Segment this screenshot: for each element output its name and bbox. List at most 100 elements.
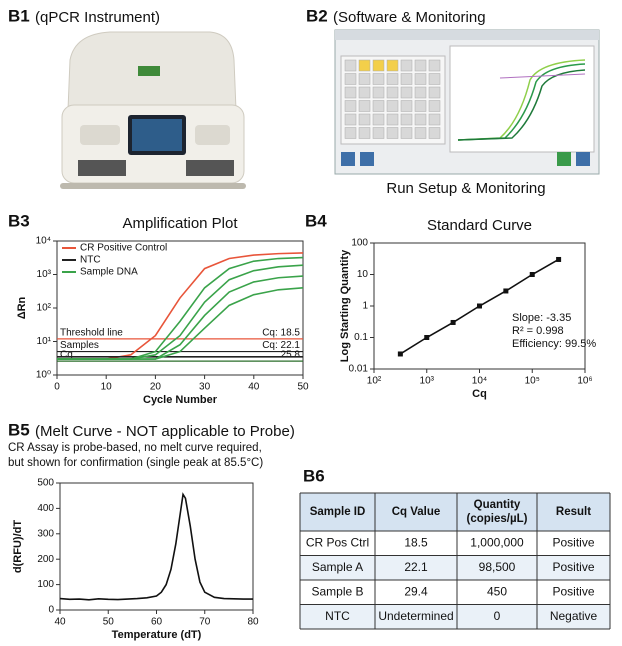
y-tick-label: 10¹ bbox=[37, 336, 52, 347]
plate-well bbox=[372, 73, 385, 85]
plate-well bbox=[358, 113, 371, 126]
table-cell: Positive bbox=[552, 584, 594, 598]
panel-label: B4 bbox=[305, 211, 327, 230]
annotation: R² = 0.998 bbox=[512, 325, 564, 337]
instrument-image bbox=[60, 31, 246, 189]
table-cell: 1,000,000 bbox=[470, 535, 524, 549]
y-tick-label: 0.1 bbox=[354, 332, 368, 343]
plate-well bbox=[358, 86, 371, 99]
panel-label: B3 bbox=[8, 211, 30, 230]
plate-well bbox=[344, 73, 357, 85]
table-cell: Undetermined bbox=[378, 609, 453, 623]
reference-value: Cq: 22.1 bbox=[262, 340, 300, 351]
panel-note: CR Assay is probe-based, no melt curve r… bbox=[8, 442, 262, 454]
table-cell: Sample B bbox=[311, 584, 363, 598]
x-tick-label: 0 bbox=[54, 382, 60, 393]
chart-title: Amplification Plot bbox=[122, 215, 238, 232]
data-point bbox=[397, 351, 403, 357]
panel-title: (Melt Curve - NOT applicable to Probe) bbox=[35, 423, 295, 440]
plate-well bbox=[400, 86, 413, 99]
annotation: Slope: -3.35 bbox=[512, 312, 571, 324]
panel-label: B1 bbox=[8, 6, 30, 25]
y-tick-label: 10² bbox=[37, 303, 52, 314]
reference-label: Threshold line bbox=[60, 327, 123, 338]
table-cell: 22.1 bbox=[404, 560, 428, 574]
plate-well bbox=[344, 113, 357, 126]
x-tick-label: 20 bbox=[150, 382, 162, 393]
panel-title: (qPCR Instrument) bbox=[35, 9, 160, 26]
legend-label: Sample DNA bbox=[80, 267, 138, 278]
plate-well bbox=[372, 86, 385, 99]
plate-well bbox=[386, 100, 399, 112]
y-axis-label: d(RFU)/dT bbox=[12, 520, 24, 573]
plate-well bbox=[400, 113, 413, 126]
data-point bbox=[424, 335, 430, 340]
y-tick-label: 10³ bbox=[37, 269, 52, 280]
table-cell: NTC bbox=[325, 609, 350, 623]
plate-well bbox=[428, 113, 441, 126]
plate-well bbox=[344, 127, 357, 139]
table-row-bg bbox=[300, 604, 610, 629]
data-point bbox=[503, 288, 509, 294]
reference-label: Cq bbox=[60, 350, 73, 361]
plot-frame bbox=[59, 482, 254, 611]
table-header: Cq Value bbox=[392, 506, 441, 518]
x-axis-label: Cq bbox=[472, 388, 487, 400]
plate-well bbox=[428, 127, 441, 139]
table-header: Sample ID bbox=[310, 506, 366, 518]
x-tick-label: 70 bbox=[199, 617, 211, 628]
x-tick-label: 10² bbox=[367, 376, 382, 387]
plate-well bbox=[372, 113, 385, 126]
x-axis-label: Temperature (dT) bbox=[112, 629, 202, 641]
software-screenshot bbox=[334, 29, 600, 175]
y-axis-label: Log Starting Quantity bbox=[339, 249, 351, 362]
plate-well bbox=[400, 73, 413, 85]
plate-well bbox=[414, 113, 427, 126]
y-tick-label: 10⁰ bbox=[36, 370, 51, 381]
plate-well bbox=[344, 86, 357, 99]
y-tick-label: 10 bbox=[357, 269, 369, 280]
table-cell: CR Pos Ctrl bbox=[306, 535, 369, 549]
y-tick-label: 500 bbox=[37, 478, 54, 489]
data-line bbox=[57, 287, 304, 360]
table-header: Result bbox=[556, 506, 591, 518]
panel-caption: Run Setup & Monitoring bbox=[386, 180, 545, 197]
table-cell: Positive bbox=[552, 560, 594, 574]
x-tick-label: 80 bbox=[247, 617, 259, 628]
x-axis-label: Cycle Number bbox=[143, 394, 218, 406]
plate-well bbox=[414, 127, 427, 139]
plate-well bbox=[428, 73, 441, 85]
annotation: Efficiency: 99.5% bbox=[512, 338, 596, 350]
table-cell: Negative bbox=[550, 609, 598, 623]
table-cell: 450 bbox=[487, 584, 507, 598]
plate-well bbox=[400, 127, 413, 139]
table-row-bg bbox=[300, 555, 610, 580]
table-cell: 0 bbox=[494, 609, 501, 623]
panel-label: B6 bbox=[303, 466, 325, 485]
plate-well bbox=[372, 59, 385, 72]
plate-well bbox=[358, 59, 371, 72]
plate-well bbox=[344, 59, 357, 72]
plate-well bbox=[372, 127, 385, 139]
plate-well bbox=[358, 127, 371, 139]
y-tick-label: 0 bbox=[48, 605, 54, 616]
panel-label: B2 bbox=[306, 6, 328, 25]
y-tick-label: 100 bbox=[37, 579, 54, 590]
x-tick-label: 10³ bbox=[420, 376, 435, 387]
reference-value: Cq: 18.5 bbox=[262, 327, 300, 338]
x-tick-label: 10⁴ bbox=[472, 376, 487, 387]
plate-well bbox=[386, 86, 399, 99]
y-tick-label: 200 bbox=[37, 554, 54, 565]
table-header-bg bbox=[300, 493, 610, 531]
plate-well bbox=[386, 113, 399, 126]
plate-well bbox=[414, 73, 427, 85]
plate-well bbox=[428, 86, 441, 99]
table-cell: Sample A bbox=[312, 560, 363, 574]
plate-well bbox=[358, 73, 371, 85]
legend-label: CR Positive Control bbox=[80, 243, 167, 254]
table-cell: 18.5 bbox=[404, 535, 428, 549]
table-cell: Positive bbox=[552, 535, 594, 549]
panel-title: (Software & Monitoring bbox=[333, 9, 486, 26]
plate-well bbox=[386, 127, 399, 139]
